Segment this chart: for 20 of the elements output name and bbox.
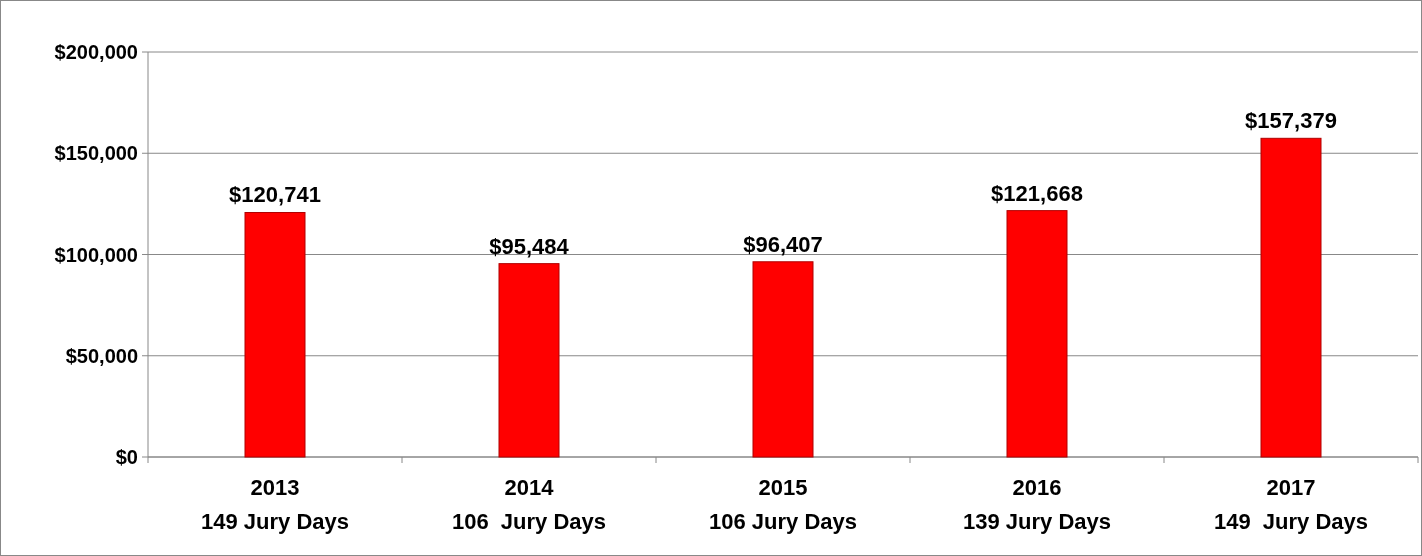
data-label: $121,668 [991,180,1083,206]
bar [498,263,560,458]
y-tick-label: $50,000 [65,344,138,367]
y-tick-label: $150,000 [54,142,138,165]
x-tick-label: 2015 106 Jury Days [709,475,857,534]
bar [1006,210,1068,458]
bar [244,212,306,458]
x-tick-label: 2016 139 Jury Days [963,475,1111,534]
bar [752,261,814,458]
data-label: $96,407 [743,231,823,257]
data-label: $157,379 [1245,108,1337,134]
y-tick-label: $100,000 [54,243,138,266]
y-tick-label: $0 [115,446,138,468]
x-tick-label: 2013 149 Jury Days [201,475,349,534]
x-tick-label: 2017 149 Jury Days [1213,475,1369,534]
x-tick-label: 2014 106 Jury Days [451,475,607,534]
data-label: $120,741 [229,182,321,208]
bar [1260,137,1322,458]
y-tick-label: $200,000 [54,41,138,63]
data-label: $95,484 [489,233,570,259]
